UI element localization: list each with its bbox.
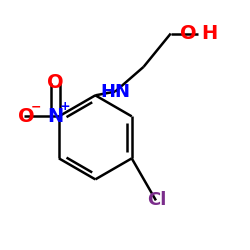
Text: N: N <box>48 107 64 126</box>
Text: O: O <box>48 74 64 92</box>
Text: Cl: Cl <box>148 192 167 210</box>
Text: O: O <box>18 107 34 126</box>
Text: H: H <box>202 24 218 43</box>
Text: HN: HN <box>100 82 130 100</box>
Text: +: + <box>60 100 70 114</box>
Text: −: − <box>31 100 41 114</box>
Text: O: O <box>180 24 197 43</box>
